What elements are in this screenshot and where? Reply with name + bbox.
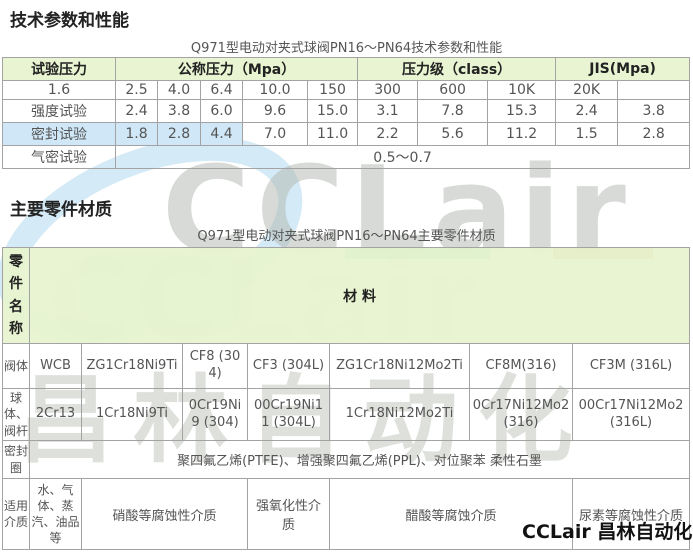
applicable-media-row: 适用介质 水、气体、蒸汽、油品等 硝酸等腐蚀性介质 强氧化性介质 醋酸等腐蚀介质… [2, 478, 691, 550]
header-test-pressure: 试验压力 [2, 57, 116, 81]
header-part-name: 零件名称 [2, 247, 30, 344]
value-cell: 3.1 [357, 99, 419, 123]
section-title-specs: 技术参数和性能 [10, 11, 129, 31]
spec-table-caption: Q971型电动对夹式球阀PN16～PN64技术参数和性能 [190, 41, 503, 56]
value-cell: 6.4 [200, 80, 243, 100]
media-cell: 醋酸等腐蚀介质 [329, 478, 573, 550]
media-cell: 水、气体、蒸汽、油品等 [29, 478, 82, 550]
row-label: 1.6 [2, 80, 116, 100]
row-label: 密封试验 [2, 122, 116, 146]
value-cell: 11.0 [306, 122, 359, 146]
row-label: 阀体 [2, 343, 30, 389]
value-cell: 5.6 [417, 122, 489, 146]
watermark-signature: CCLair 昌林自动化 [522, 521, 693, 543]
value-cell: 11.2 [487, 122, 557, 146]
material-cell: ZG1Cr18Ni9Ti [81, 343, 183, 389]
value-cell: 7.0 [242, 122, 308, 146]
airtight-value-cell: 0.5～0.7 [114, 145, 691, 169]
row-label: 适用介质 [2, 478, 30, 550]
value-cell: 4.0 [157, 80, 201, 100]
value-cell: 15.0 [306, 99, 359, 123]
material-cell: 00Cr19Ni11 (304L) [247, 388, 330, 441]
value-cell: 2.8 [617, 122, 691, 146]
media-cell: 尿素等腐蚀性介质 [571, 478, 691, 550]
value-cell: 4.4 [200, 122, 243, 146]
seal-ring-row: 密封圈 聚四氟乙烯(PTFE)、增强聚四氟乙烯(PPL)、对位聚苯 柔性石墨 [2, 440, 691, 479]
media-cell: 强氧化性介质 [247, 478, 330, 550]
value-cell: 10.0 [242, 80, 308, 100]
material-cell: 1Cr18Ni9Ti [81, 388, 183, 441]
media-cell: 硝酸等腐蚀性介质 [81, 478, 248, 550]
material-cell: ZG1Cr18Ni12Mo2Ti [329, 343, 470, 389]
value-cell: 150 [306, 80, 359, 100]
material-cell: CF8M(316) [469, 343, 573, 389]
value-cell: 15.3 [487, 99, 557, 123]
value-cell: 3.8 [157, 99, 201, 123]
value-cell: 2.4 [115, 99, 158, 123]
material-cell: 00Cr17Ni12Mo2 (316L) [571, 388, 691, 441]
material-table-caption: Q971型电动对夹式球阀PN16～PN64主要零件材质 [197, 229, 496, 244]
material-cell: 1Cr18Ni12Mo2Ti [329, 388, 470, 441]
value-cell: 20K [555, 80, 619, 100]
material-header-row: 零件名称 材 料 [2, 247, 691, 344]
value-cell: 2.4 [555, 99, 619, 123]
value-cell: 7.8 [417, 99, 489, 123]
value-cell: 600 [417, 80, 489, 100]
material-cell: 0Cr19Ni9 (304) [182, 388, 248, 441]
valve-body-row: 阀体 WCB ZG1Cr18Ni9Ti CF8 (304) CF3 (304L)… [2, 343, 691, 389]
pressure-values-row: 1.6 2.5 4.0 6.4 10.0 150 300 600 10K 20K [2, 80, 691, 100]
value-cell: 300 [357, 80, 419, 100]
value-cell [617, 80, 691, 100]
value-cell: 1.8 [115, 122, 158, 146]
value-cell: 6.0 [200, 99, 243, 123]
row-label: 强度试验 [2, 99, 116, 123]
header-pressure-class: 压力级（class） [357, 57, 557, 81]
spec-table: 试验压力 公称压力（Mpa） 压力级（class） JIS(Mpa) 1.6 2… [2, 57, 691, 169]
seal-test-row: 密封试验 1.8 2.8 4.4 7.0 11.0 2.2 5.6 11.2 1… [2, 122, 691, 146]
material-cell: WCB [29, 343, 82, 389]
row-label: 密封圈 [2, 440, 30, 479]
section-title-materials: 主要零件材质 [10, 200, 112, 220]
value-cell: 1.5 [555, 122, 619, 146]
seal-ring-materials-cell: 聚四氟乙烯(PTFE)、增强聚四氟乙烯(PPL)、对位聚苯 柔性石墨 [28, 440, 691, 479]
airtight-test-row: 气密试验 0.5～0.7 [2, 145, 691, 169]
value-cell: 2.2 [357, 122, 419, 146]
row-label: 球体、阀杆 [2, 388, 30, 441]
value-cell: 9.6 [242, 99, 308, 123]
value-cell: 2.8 [157, 122, 201, 146]
row-label: 气密试验 [2, 145, 116, 169]
value-cell: 2.5 [115, 80, 158, 100]
material-cell: 2Cr13 [29, 388, 82, 441]
strength-test-row: 强度试验 2.4 3.8 6.0 9.6 15.0 3.1 7.8 15.3 2… [2, 99, 691, 123]
material-cell: CF8 (304) [182, 343, 248, 389]
header-nominal-pressure: 公称压力（Mpa） [114, 57, 359, 81]
value-cell: 10K [487, 80, 557, 100]
ball-stem-row: 球体、阀杆 2Cr13 1Cr18Ni9Ti 0Cr19Ni9 (304) 00… [2, 388, 691, 441]
header-material: 材 料 [28, 247, 691, 344]
material-cell: 0Cr17Ni12Mo2 (316) [469, 388, 573, 441]
value-cell: 3.8 [617, 99, 691, 123]
header-jis: JIS(Mpa) [555, 57, 691, 81]
material-cell: CF3 (304L) [247, 343, 330, 389]
material-table: 零件名称 材 料 阀体 WCB ZG1Cr18Ni9Ti CF8 (304) C… [2, 247, 691, 550]
spec-header-row: 试验压力 公称压力（Mpa） 压力级（class） JIS(Mpa) [2, 57, 691, 81]
material-cell: CF3M (316L) [571, 343, 691, 389]
